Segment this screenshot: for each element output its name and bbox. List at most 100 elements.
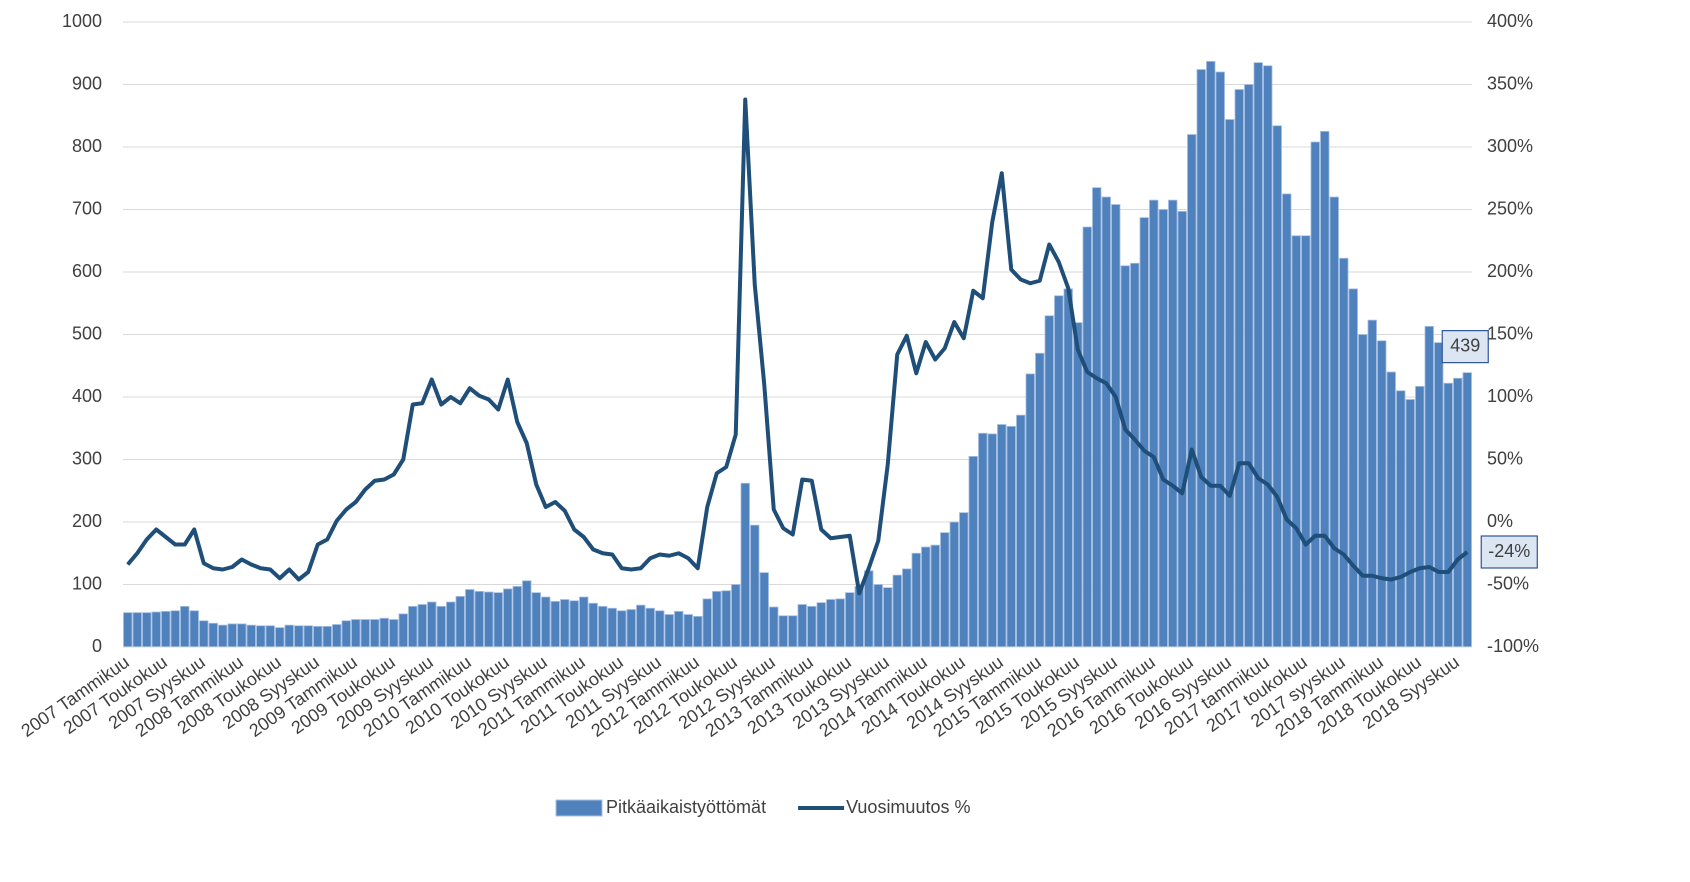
y-tick-label: 900 bbox=[72, 73, 102, 93]
bar bbox=[1206, 60, 1216, 648]
y2-tick-label: -50% bbox=[1487, 573, 1529, 593]
data-label-box bbox=[1441, 330, 1489, 364]
bar bbox=[1424, 325, 1434, 648]
bar bbox=[132, 612, 142, 648]
bar bbox=[1272, 125, 1282, 648]
bar bbox=[788, 615, 798, 648]
data-label-box bbox=[1480, 535, 1538, 569]
bar bbox=[1434, 342, 1444, 648]
bar bbox=[1234, 89, 1244, 648]
bar bbox=[902, 568, 912, 648]
bar bbox=[550, 600, 560, 648]
bar bbox=[256, 625, 266, 648]
bar bbox=[417, 604, 427, 648]
data-label-text: 439 bbox=[1450, 335, 1480, 355]
bar bbox=[674, 610, 684, 648]
bar bbox=[455, 595, 465, 648]
bar bbox=[398, 613, 408, 648]
bar bbox=[835, 598, 845, 648]
bar bbox=[142, 612, 152, 648]
bar bbox=[1253, 62, 1263, 648]
bar bbox=[218, 624, 228, 648]
bar bbox=[816, 602, 826, 648]
bar bbox=[151, 611, 161, 648]
bar bbox=[702, 598, 712, 648]
bar bbox=[484, 591, 494, 648]
bar bbox=[265, 625, 275, 648]
bar bbox=[1092, 187, 1102, 648]
bar bbox=[170, 610, 180, 648]
bar bbox=[227, 623, 237, 648]
bar bbox=[246, 624, 256, 648]
bar bbox=[949, 521, 959, 648]
bar bbox=[1006, 425, 1016, 648]
bar bbox=[1358, 334, 1368, 648]
bar bbox=[617, 610, 627, 648]
bar bbox=[569, 600, 579, 648]
bar bbox=[237, 623, 247, 648]
bar bbox=[1082, 226, 1092, 648]
bar bbox=[1282, 193, 1292, 648]
y2-tick-label: 350% bbox=[1487, 73, 1533, 93]
bar bbox=[1215, 71, 1225, 648]
bar bbox=[854, 585, 864, 648]
bar bbox=[1177, 210, 1187, 648]
y-tick-label: 800 bbox=[72, 136, 102, 156]
bar bbox=[892, 574, 902, 648]
bar bbox=[940, 532, 950, 648]
y-tick-label: 600 bbox=[72, 261, 102, 281]
bar bbox=[294, 625, 304, 648]
bar bbox=[930, 544, 940, 648]
bar bbox=[1339, 257, 1349, 648]
bar bbox=[1035, 352, 1045, 648]
bar bbox=[740, 482, 750, 648]
y2-tick-label: 50% bbox=[1487, 448, 1523, 468]
bar bbox=[769, 606, 779, 648]
bar bbox=[275, 627, 285, 648]
bar bbox=[921, 546, 931, 648]
bar bbox=[778, 615, 788, 648]
y-tick-label: 100 bbox=[72, 573, 102, 593]
bar bbox=[1301, 235, 1311, 648]
bar bbox=[1310, 141, 1320, 648]
bar bbox=[797, 604, 807, 648]
bar bbox=[474, 590, 484, 648]
bar bbox=[911, 552, 921, 648]
legend-label: Vuosimuutos % bbox=[846, 797, 970, 817]
bar bbox=[1054, 295, 1064, 648]
bar bbox=[189, 610, 199, 648]
bar bbox=[1168, 199, 1178, 648]
bar bbox=[1187, 134, 1197, 648]
bar bbox=[873, 584, 883, 648]
bar bbox=[1073, 322, 1083, 648]
bar bbox=[512, 585, 522, 648]
bar bbox=[883, 587, 893, 648]
bar bbox=[1291, 235, 1301, 648]
bar bbox=[1196, 69, 1206, 648]
bar bbox=[1367, 319, 1377, 648]
y-tick-label: 500 bbox=[72, 323, 102, 343]
bar bbox=[712, 590, 722, 648]
bar bbox=[750, 524, 760, 648]
bar bbox=[1016, 414, 1026, 648]
bar bbox=[683, 614, 693, 648]
bar bbox=[1415, 385, 1425, 648]
bar bbox=[693, 615, 703, 648]
bar bbox=[1139, 217, 1149, 648]
y2-tick-label: 400% bbox=[1487, 11, 1533, 31]
bar bbox=[579, 596, 589, 648]
bar bbox=[1149, 199, 1159, 648]
bar bbox=[1329, 196, 1339, 648]
data-label: 439 bbox=[1441, 330, 1489, 364]
bar bbox=[322, 625, 332, 648]
bar bbox=[332, 624, 342, 648]
bar bbox=[503, 588, 513, 648]
y-tick-label: 1000 bbox=[62, 11, 102, 31]
bar bbox=[1386, 371, 1396, 648]
bar bbox=[1025, 373, 1035, 648]
bar bbox=[1101, 196, 1111, 648]
y-tick-label: 0 bbox=[92, 636, 102, 656]
bar bbox=[379, 617, 389, 648]
bar bbox=[341, 620, 351, 648]
